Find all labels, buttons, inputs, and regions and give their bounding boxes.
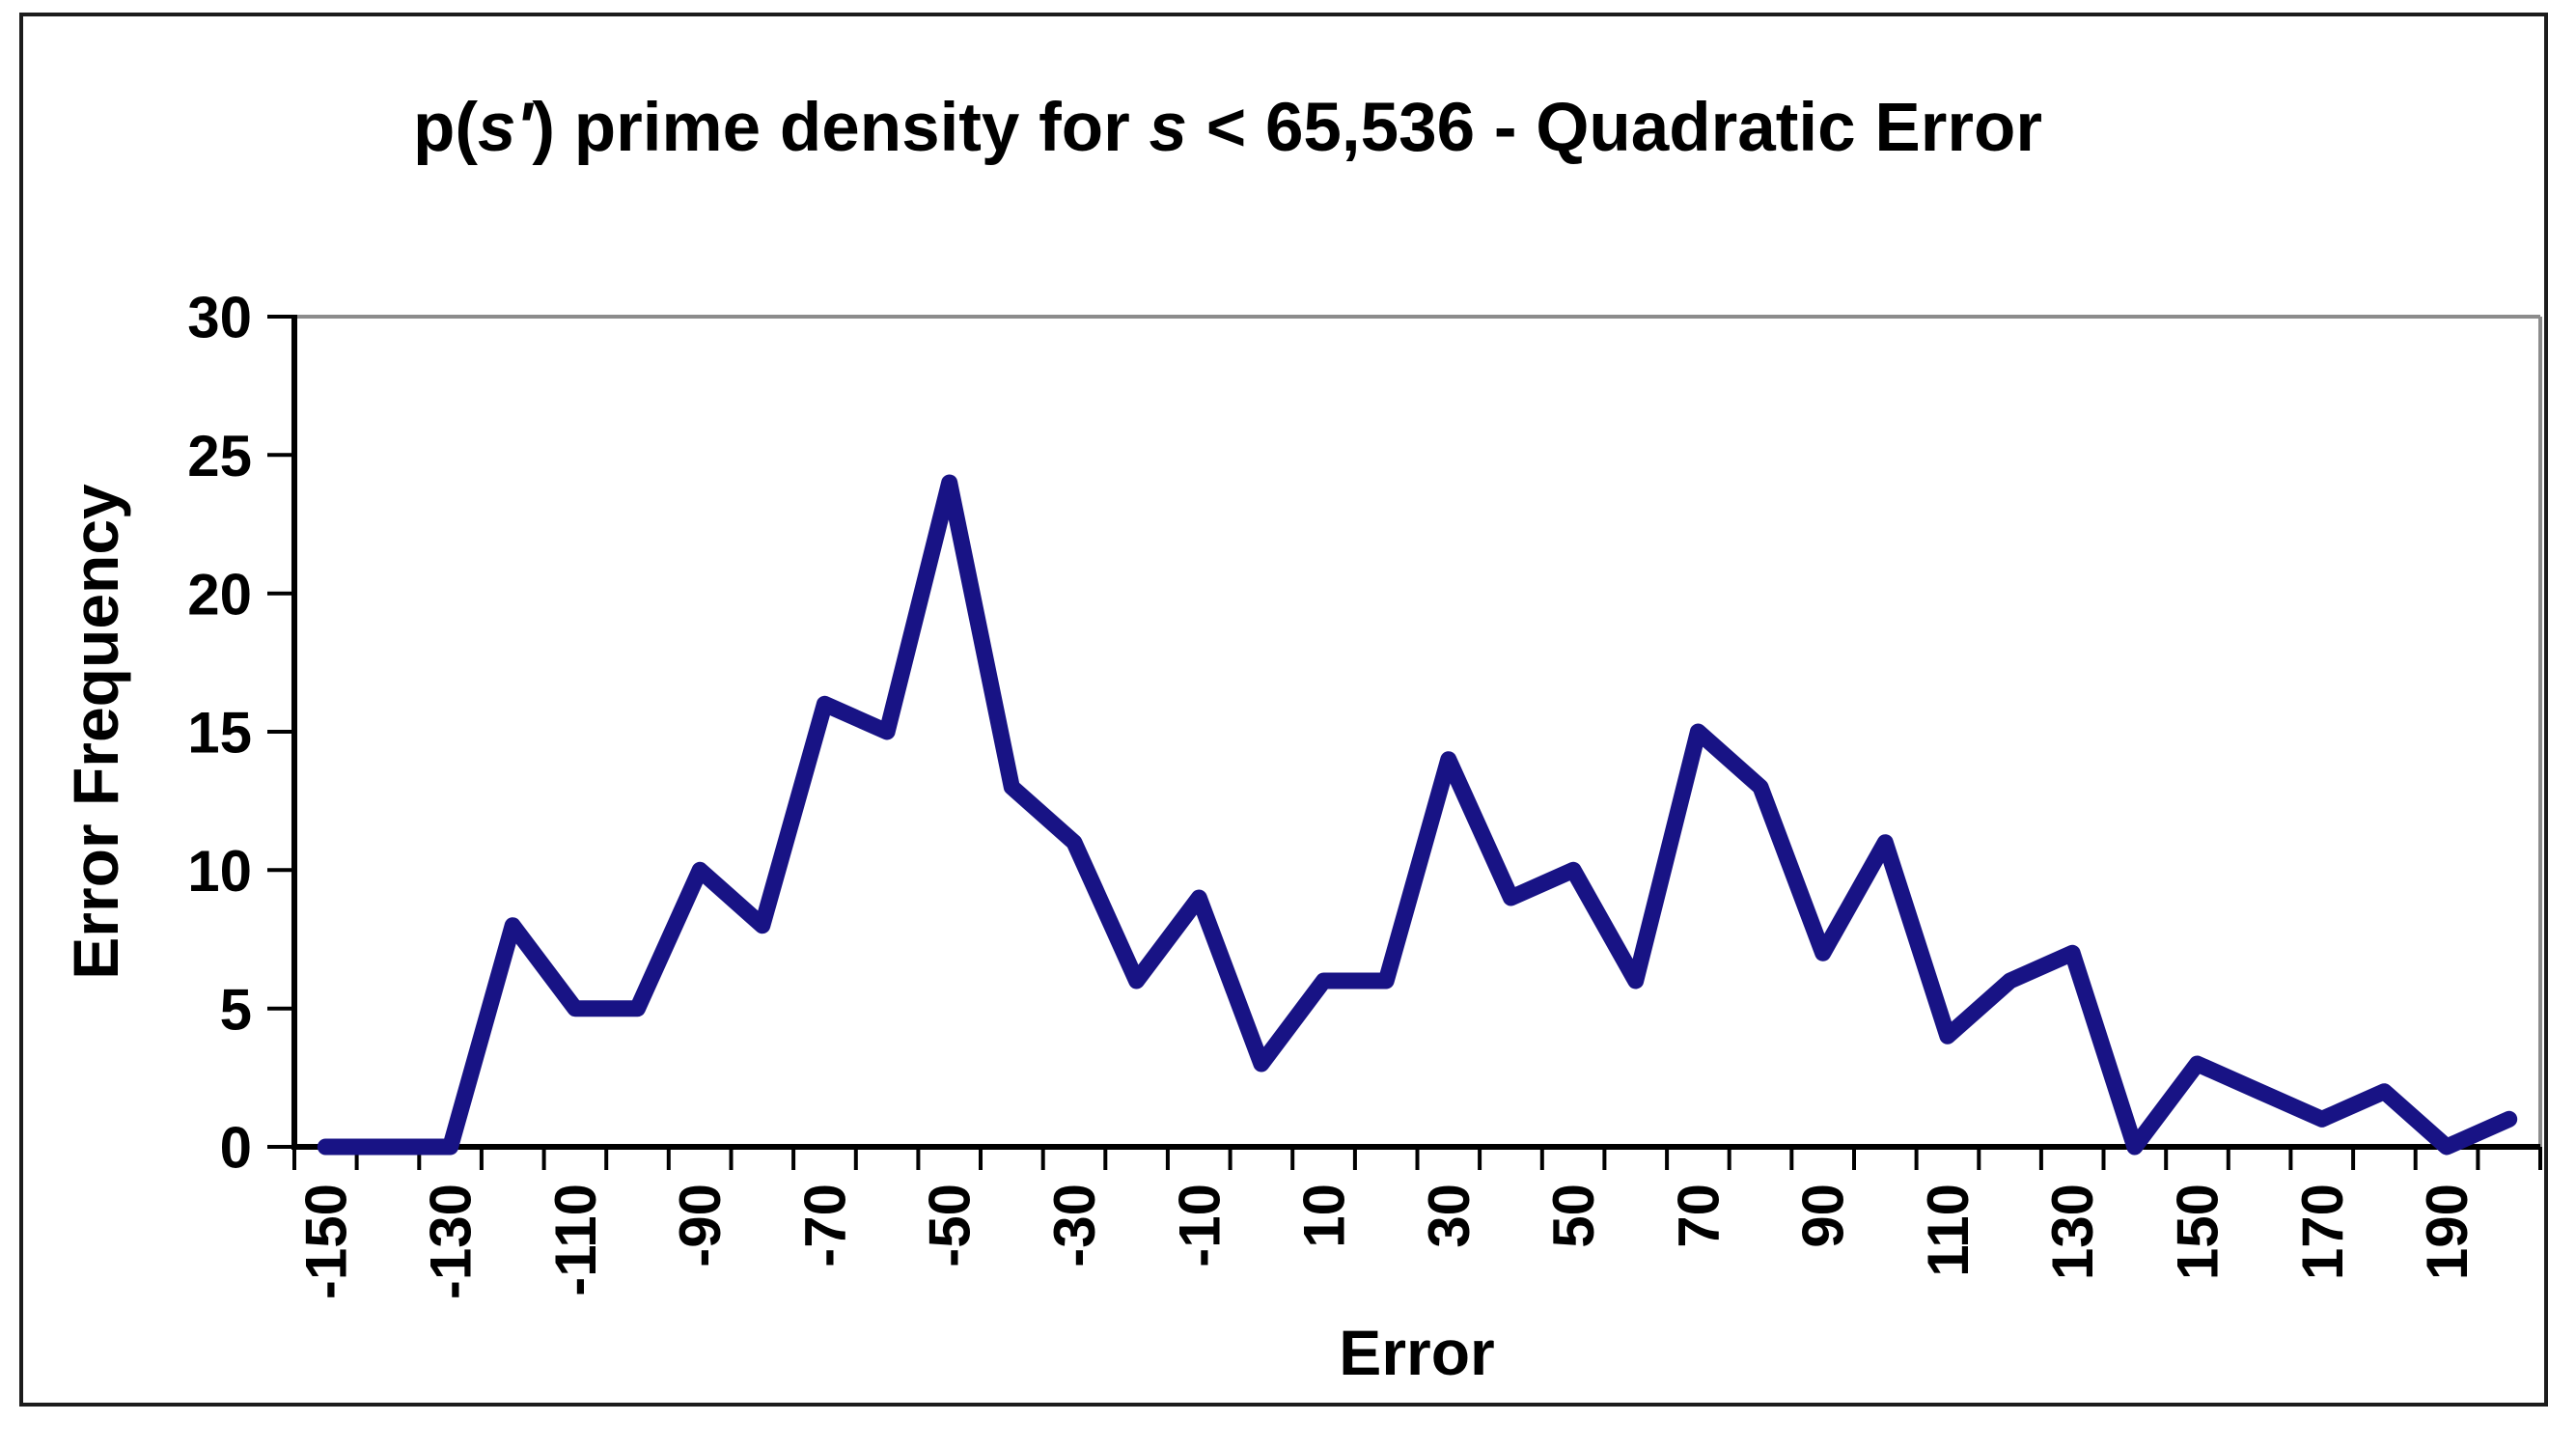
x-tick-label: -130 (419, 1184, 484, 1299)
x-tick-label: 90 (1791, 1184, 1856, 1248)
x-tick-label: 130 (2040, 1184, 2105, 1280)
chart-title-part: ) prime density for (532, 90, 1150, 166)
y-tick-label: 20 (187, 562, 252, 627)
x-axis-title: Error (1339, 1317, 1494, 1388)
x-tick-label: -70 (792, 1184, 857, 1268)
chart-title-part-italic: s (1149, 90, 1188, 166)
y-tick-label: 0 (220, 1116, 252, 1181)
x-tick-label: 190 (2415, 1184, 2479, 1280)
chart-title-part-italic: s' (478, 90, 533, 166)
x-tick-label: -50 (918, 1184, 983, 1268)
outer-frame (19, 13, 2548, 1407)
x-tick-label: 150 (2165, 1184, 2230, 1280)
chart-title-part: p( (413, 90, 479, 166)
y-tick-label: 25 (187, 424, 252, 488)
data-line (317, 474, 2518, 1156)
x-tick-label: 50 (1541, 1184, 1606, 1248)
chart-title-part: < 65,536 - Quadratic Error (1187, 90, 2042, 166)
axis-tick-labels: 0 5 10 15 20 25 30 -150 -130 -110 -90 -70 -50 -30 -10 1… (187, 286, 2479, 1299)
x-tick-label: -90 (668, 1184, 733, 1268)
y-tick-label: 30 (187, 286, 252, 350)
x-tick-label: -30 (1042, 1184, 1107, 1268)
x-tick-label: 170 (2290, 1184, 2355, 1280)
x-tick-label: 30 (1417, 1184, 1482, 1248)
y-tick-label: 10 (187, 839, 252, 904)
y-tick-label: 15 (187, 701, 252, 766)
y-axis-title: Error Frequency (60, 484, 131, 980)
x-tick-label: 10 (1292, 1184, 1357, 1248)
x-tick-label: 70 (1666, 1184, 1731, 1248)
x-tick-label: -150 (293, 1184, 358, 1299)
chart-title: p(s') prime density for s < 65,536 - Qua… (413, 89, 2042, 167)
x-tick-label: -110 (543, 1184, 608, 1296)
y-tick-label: 5 (220, 977, 252, 1042)
x-tick-label: 110 (1916, 1184, 1980, 1277)
x-tick-label: -10 (1167, 1184, 1232, 1268)
axis-ticks (267, 315, 2542, 1170)
